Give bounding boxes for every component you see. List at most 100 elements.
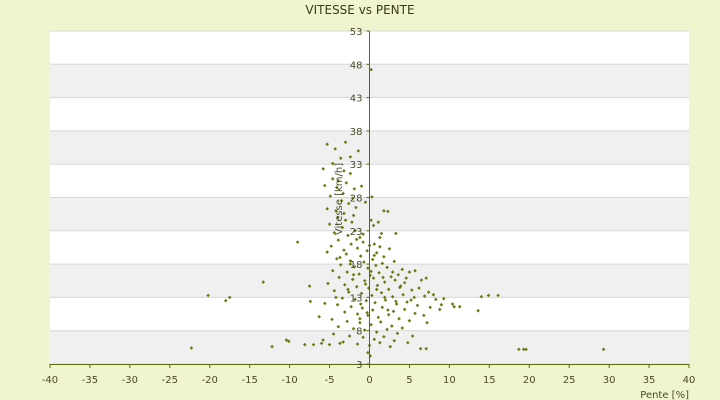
data-point [441, 296, 446, 301]
x-tick-label: 35 [643, 375, 656, 386]
data-point [346, 201, 351, 206]
data-point [517, 347, 521, 352]
x-tick-label: 20 [523, 375, 536, 386]
data-point [413, 268, 417, 273]
data-point [390, 324, 394, 328]
data-point [376, 220, 381, 224]
data-point [342, 310, 347, 314]
data-point [388, 344, 393, 349]
data-point [335, 302, 340, 307]
data-point [308, 299, 313, 304]
data-point [362, 260, 366, 264]
data-point [374, 250, 379, 255]
data-point [346, 287, 350, 292]
data-point [342, 211, 346, 216]
x-tick-label: -30 [122, 375, 138, 386]
data-point [366, 350, 370, 355]
data-point [332, 288, 337, 293]
data-point [369, 218, 373, 222]
data-point [348, 171, 353, 176]
data-point [407, 318, 412, 323]
data-point [374, 287, 379, 292]
data-point [358, 320, 362, 325]
data-point [284, 338, 289, 342]
data-point [311, 342, 316, 347]
y-axis-title: Vitesse [km/h] [334, 163, 345, 235]
x-tick-label: -35 [82, 375, 98, 386]
data-point [452, 304, 456, 309]
x-tick-label: -20 [202, 375, 218, 386]
data-point [374, 263, 378, 268]
data-point [521, 347, 526, 352]
x-tick-label: 5 [406, 375, 412, 386]
data-point [355, 312, 360, 316]
data-point [336, 179, 341, 183]
data-point [339, 199, 344, 203]
data-point [418, 346, 423, 351]
data-point [439, 302, 444, 307]
data-point [334, 256, 339, 261]
data-point [390, 270, 395, 274]
data-point [342, 248, 346, 252]
data-point [369, 67, 373, 72]
data-point [351, 213, 356, 218]
data-point [422, 313, 426, 318]
data-point [303, 342, 307, 347]
data-point [338, 262, 343, 267]
y-tick-label: 18 [350, 260, 363, 271]
data-point [366, 266, 370, 270]
data-point [338, 255, 342, 260]
axes [49, 30, 690, 368]
data-point [496, 293, 500, 298]
data-point [340, 225, 345, 230]
data-point [378, 340, 382, 345]
data-point [387, 246, 392, 251]
data-point [379, 290, 384, 295]
data-point [361, 240, 365, 244]
data-point [365, 310, 369, 315]
data-point [378, 235, 382, 240]
data-point [349, 242, 353, 246]
data-point [371, 276, 376, 280]
data-point [331, 332, 336, 336]
data-point [376, 315, 381, 320]
data-point [369, 322, 373, 327]
data-point [344, 252, 349, 256]
y-tick-label: 3 [356, 360, 362, 371]
data-point [386, 287, 391, 292]
x-tick-label: 10 [443, 375, 456, 386]
y-tick-label: 13 [350, 293, 363, 304]
data-point [343, 218, 348, 222]
data-point [402, 280, 407, 285]
data-point [379, 231, 384, 236]
data-point [330, 268, 335, 273]
data-point [344, 181, 349, 185]
x-tick-labels: -40 -35 -30 -25 -20 -15 -10 -5 0 5 10 15 20 25 30 35 40 [42, 375, 696, 386]
x-tick-label: -25 [162, 375, 178, 386]
data-point [424, 276, 429, 280]
data-point [410, 288, 414, 292]
data-point [486, 293, 491, 298]
data-point [415, 303, 420, 308]
data-point [419, 278, 424, 282]
data-point [326, 281, 330, 286]
data-point [353, 229, 357, 233]
data-point [413, 311, 417, 316]
data-point [330, 161, 335, 166]
data-point [363, 200, 368, 204]
data-point [340, 296, 345, 300]
data-point [401, 292, 405, 297]
data-point [476, 308, 480, 313]
data-point [370, 308, 375, 312]
data-point [355, 246, 360, 250]
data-point [386, 308, 390, 312]
data-point [336, 324, 341, 329]
data-point [334, 295, 338, 300]
data-point [348, 262, 353, 266]
data-point [378, 320, 383, 324]
data-point [372, 337, 377, 342]
data-point [341, 340, 345, 344]
data-point [325, 250, 329, 254]
data-point [206, 293, 210, 298]
